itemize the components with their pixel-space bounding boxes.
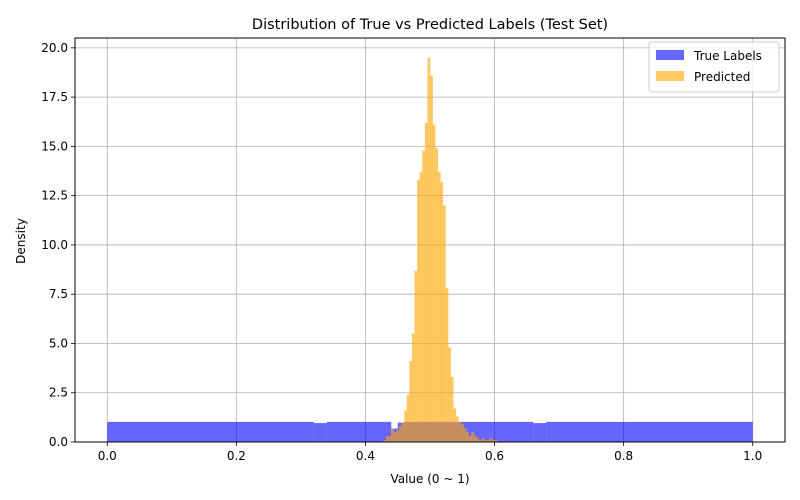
- bar-predicted: [458, 422, 462, 442]
- bar-true-labels: [533, 423, 547, 442]
- y-tick-label: 15.0: [41, 139, 68, 153]
- bar-predicted: [481, 438, 485, 442]
- bar-predicted: [455, 416, 459, 442]
- histogram-bars: [107, 57, 753, 443]
- bar-predicted: [432, 124, 436, 443]
- bar-predicted: [427, 57, 431, 443]
- bar-predicted: [484, 440, 488, 442]
- bar-predicted: [468, 436, 472, 442]
- bar-predicted: [442, 205, 446, 442]
- bar-predicted: [453, 408, 457, 442]
- bar-predicted: [396, 430, 400, 442]
- legend-label-predicted: Predicted: [694, 70, 750, 84]
- x-tick-label: 0.4: [356, 449, 375, 463]
- x-tick-label: 0.8: [614, 449, 633, 463]
- bar-predicted: [437, 172, 441, 442]
- y-tick-label: 20.0: [41, 41, 68, 55]
- legend-label-true-labels: True Labels: [693, 49, 762, 63]
- chart-title: Distribution of True vs Predicted Labels…: [252, 17, 608, 33]
- bar-predicted: [422, 150, 426, 442]
- x-axis-title: Value (0 ~ 1): [390, 472, 469, 486]
- bar-predicted: [445, 288, 449, 442]
- y-tick-label: 12.5: [41, 189, 68, 203]
- y-tick-label: 17.5: [41, 90, 68, 104]
- bar-true-labels: [107, 421, 314, 442]
- bar-predicted: [479, 440, 482, 442]
- bar-predicted: [466, 432, 470, 442]
- bar-predicted: [460, 424, 464, 442]
- bar-predicted: [473, 436, 477, 442]
- bar-predicted: [486, 440, 490, 442]
- bar-predicted: [399, 426, 402, 442]
- bar-predicted: [430, 75, 433, 442]
- bar-predicted: [383, 440, 387, 442]
- bar-predicted: [391, 428, 395, 442]
- bar-predicted: [393, 432, 397, 442]
- bar-predicted: [401, 422, 405, 442]
- x-axis-ticks: 0.0 0.2 0.4 0.6 0.8 1.0: [98, 442, 762, 463]
- x-tick-label: 0.2: [227, 449, 246, 463]
- y-tick-label: 2.5: [49, 386, 68, 400]
- bar-predicted: [414, 270, 418, 442]
- bar-predicted: [388, 436, 392, 442]
- bar-predicted: [450, 376, 454, 442]
- bar-predicted: [409, 361, 413, 442]
- x-tick-label: 0.6: [485, 449, 504, 463]
- legend-swatch-predicted: [656, 71, 684, 81]
- bar-predicted: [489, 438, 493, 442]
- y-tick-label: 0.0: [49, 435, 68, 449]
- bar-predicted: [386, 436, 389, 442]
- bar-predicted: [494, 440, 498, 442]
- bar-predicted: [435, 148, 439, 443]
- y-axis-ticks: 0.0 2.5 5.0 7.5 10.0 12.5 15.0 17.5 20.0: [41, 41, 75, 449]
- bar-predicted: [440, 181, 444, 443]
- bar-predicted: [417, 179, 420, 442]
- legend: True Labels Predicted: [648, 41, 780, 93]
- bar-predicted: [404, 410, 408, 442]
- bar-predicted: [406, 394, 410, 442]
- bar-predicted: [491, 440, 495, 442]
- bar-predicted: [424, 122, 428, 443]
- bar-true-labels: [313, 423, 327, 442]
- bar-true-labels: [546, 421, 753, 442]
- x-tick-label: 1.0: [743, 449, 762, 463]
- bar-predicted: [419, 172, 423, 442]
- plot-frame: [74, 37, 786, 443]
- y-tick-label: 7.5: [49, 287, 68, 301]
- legend-swatch-true-labels: [656, 50, 684, 60]
- x-tick-label: 0.0: [98, 449, 117, 463]
- y-tick-label: 5.0: [49, 336, 68, 350]
- plot-area: [74, 37, 786, 443]
- bar-predicted: [476, 438, 480, 442]
- x-gridlines: [106, 38, 754, 442]
- y-tick-label: 10.0: [41, 238, 68, 252]
- y-axis-title: Density: [14, 218, 28, 264]
- bar-true-labels: [326, 421, 392, 442]
- bar-predicted: [463, 428, 467, 442]
- bar-predicted: [448, 347, 451, 442]
- bar-predicted: [411, 333, 415, 442]
- bar-predicted: [471, 432, 475, 442]
